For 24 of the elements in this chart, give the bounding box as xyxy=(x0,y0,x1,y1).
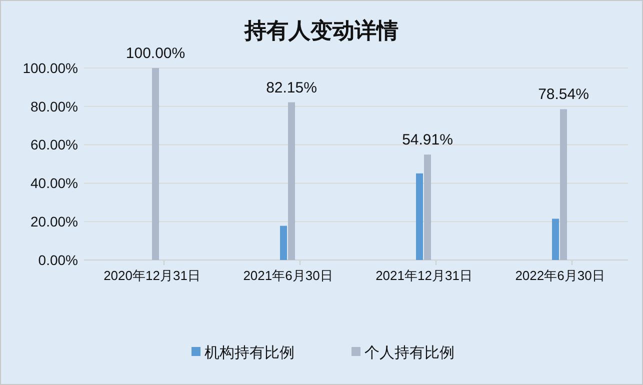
data-label: 82.15% xyxy=(266,79,317,96)
chart-title: 持有人变动详情 xyxy=(244,18,398,43)
legend-label: 机构持有比例 xyxy=(204,344,294,362)
bar xyxy=(560,109,567,260)
legend-label: 个人持有比例 xyxy=(364,344,454,362)
y-tick-label: 0.00% xyxy=(38,252,78,268)
x-tick-label: 2022年6月30日 xyxy=(515,268,605,283)
x-tick-label: 2021年6月30日 xyxy=(243,268,333,283)
x-tick-label: 2021年12月31日 xyxy=(376,268,472,283)
y-tick-label: 40.00% xyxy=(30,175,78,192)
x-tick-label: 2020年12月31日 xyxy=(104,268,200,283)
bar xyxy=(552,218,559,260)
bar xyxy=(416,173,423,260)
bar xyxy=(424,154,431,260)
y-tick-label: 60.00% xyxy=(30,136,78,153)
bar xyxy=(288,102,295,260)
data-label: 100.00% xyxy=(126,45,186,62)
y-tick-label: 100.00% xyxy=(22,60,78,76)
bar xyxy=(280,226,287,260)
y-tick-label: 80.00% xyxy=(30,98,78,114)
bar xyxy=(152,68,159,260)
data-label: 78.54% xyxy=(538,86,589,104)
y-tick-label: 20.00% xyxy=(30,214,78,230)
data-label: 54.91% xyxy=(402,132,453,149)
